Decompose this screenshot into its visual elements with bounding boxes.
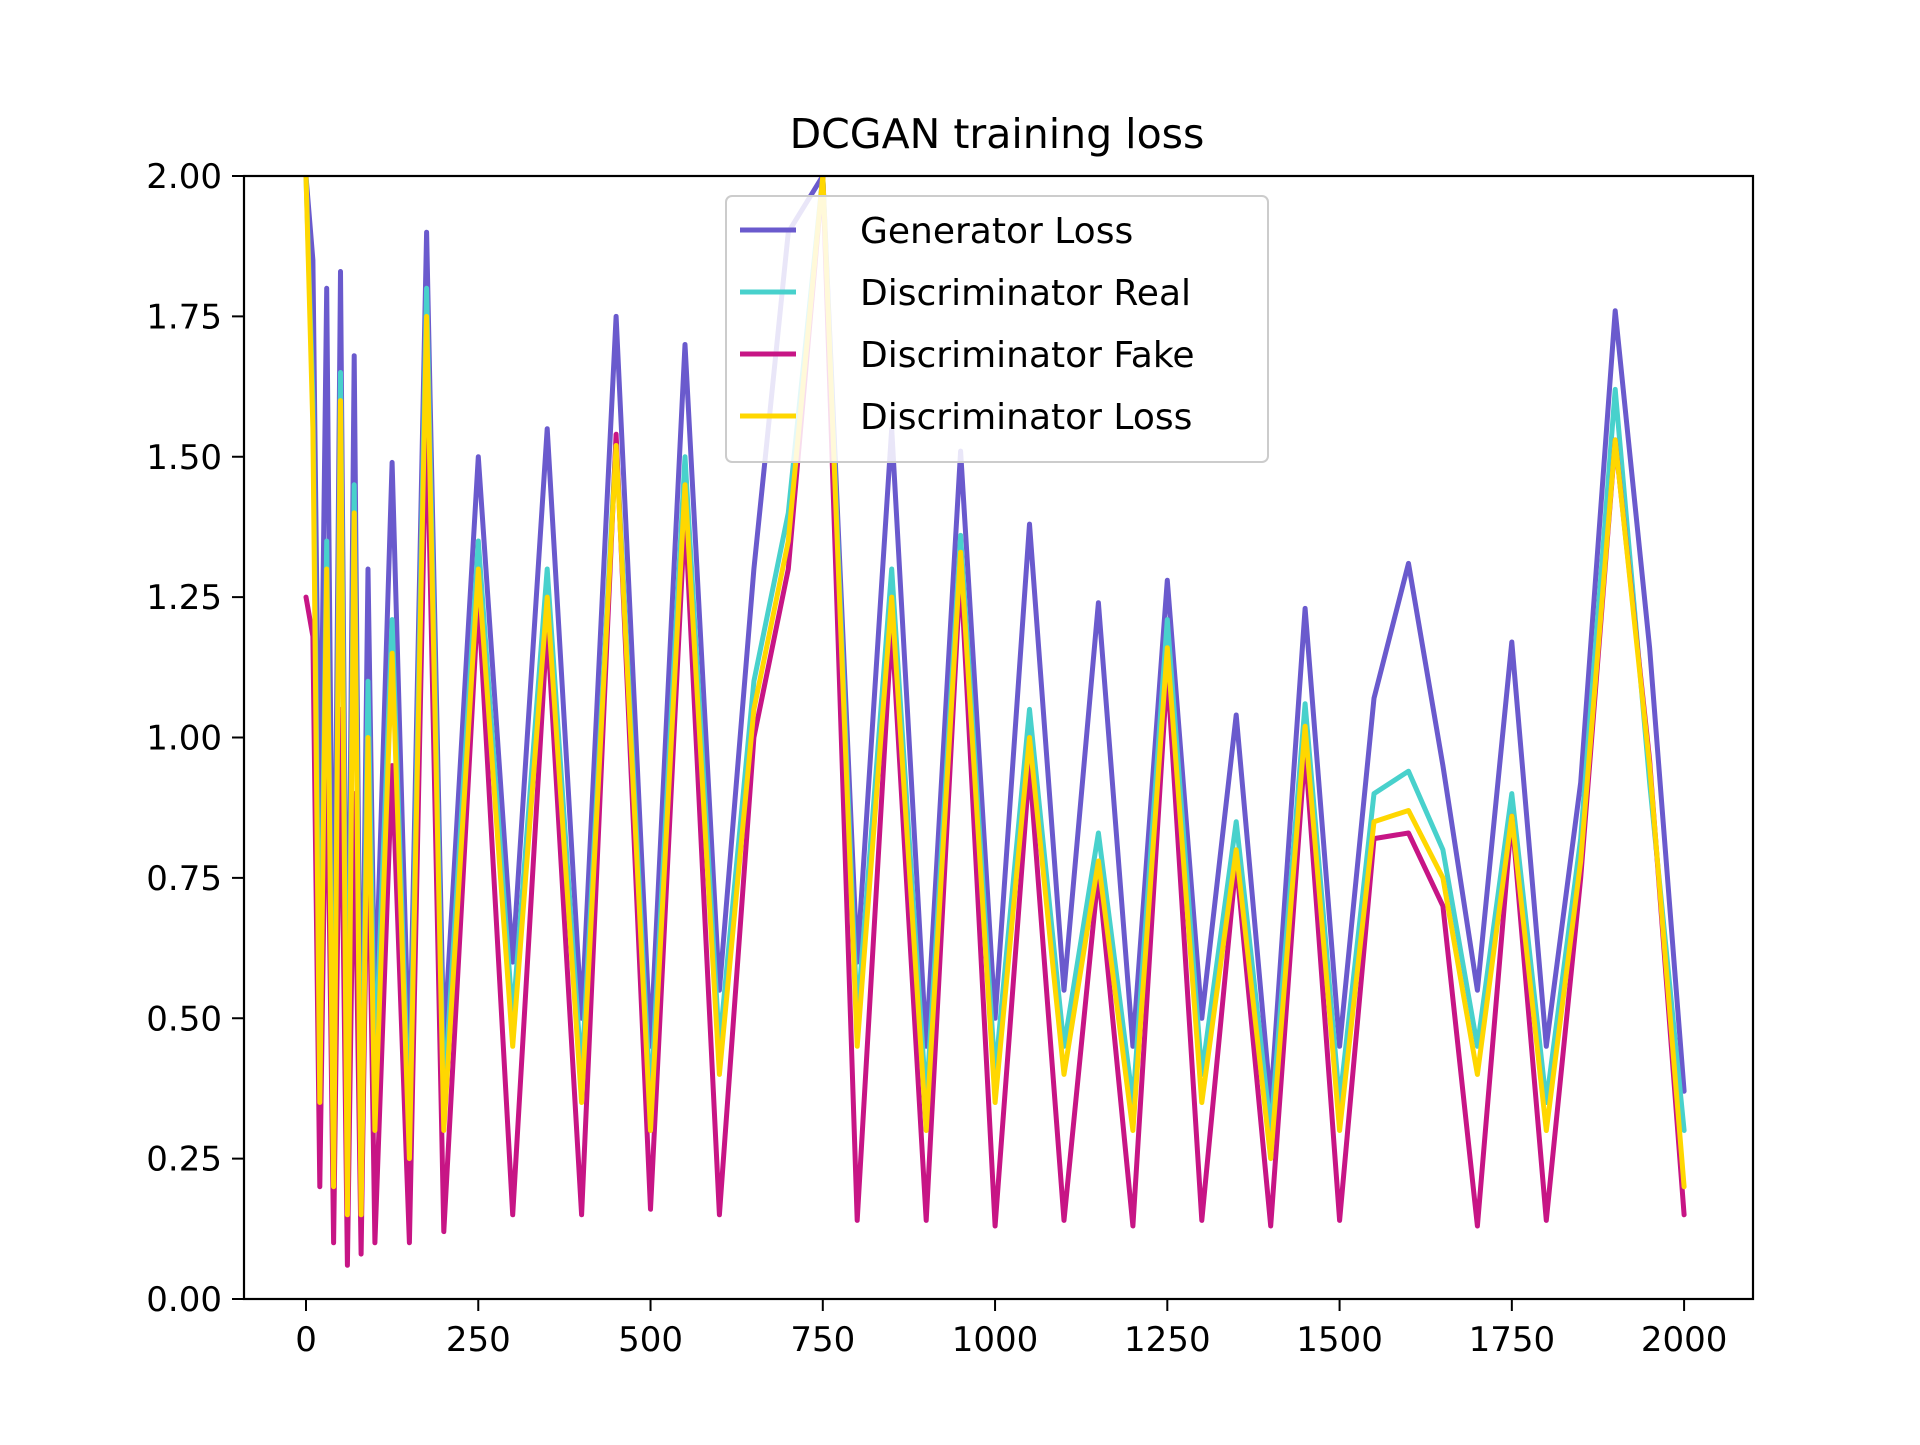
legend-label-2: Discriminator Fake [860,335,1195,376]
x-tick-label: 1500 [1296,1320,1383,1360]
legend: Generator Loss Discriminator Real Discrimi… [725,195,1269,463]
x-axis: 0 250 500 750 1000 1250 1500 1750 2000 [295,1299,1727,1360]
y-tick-label: 0.00 [146,1280,222,1320]
x-tick-label: 2000 [1641,1320,1728,1360]
x-tick-label: 750 [790,1320,855,1360]
x-tick-label: 1250 [1124,1320,1211,1360]
series-layer [303,176,1687,1268]
y-tick-label: 1.25 [146,578,222,618]
y-tick-label: 1.50 [146,438,222,478]
x-tick-label: 500 [618,1320,683,1360]
x-tick-label: 1000 [952,1320,1039,1360]
y-tick-label: 2.00 [146,157,222,197]
chart-title: DCGAN training loss [790,110,1205,158]
y-axis: 0.00 0.25 0.50 0.75 1.00 1.25 1.50 1.75 2.00 [146,157,244,1320]
y-tick-label: 1.75 [146,297,222,337]
x-tick-label: 0 [295,1320,317,1360]
y-tick-label: 0.75 [146,859,222,899]
series-line-3 [303,176,1687,1218]
x-tick-label: 1750 [1469,1320,1556,1360]
x-tick-label: 250 [446,1320,511,1360]
legend-label-3: Discriminator Loss [860,397,1192,438]
y-tick-label: 0.25 [146,1140,222,1180]
y-tick-label: 1.00 [146,719,222,759]
legend-label-1: Discriminator Real [860,273,1191,314]
legend-label-0: Generator Loss [860,211,1133,252]
y-tick-label: 0.50 [146,999,222,1039]
legend-box [725,195,1269,463]
